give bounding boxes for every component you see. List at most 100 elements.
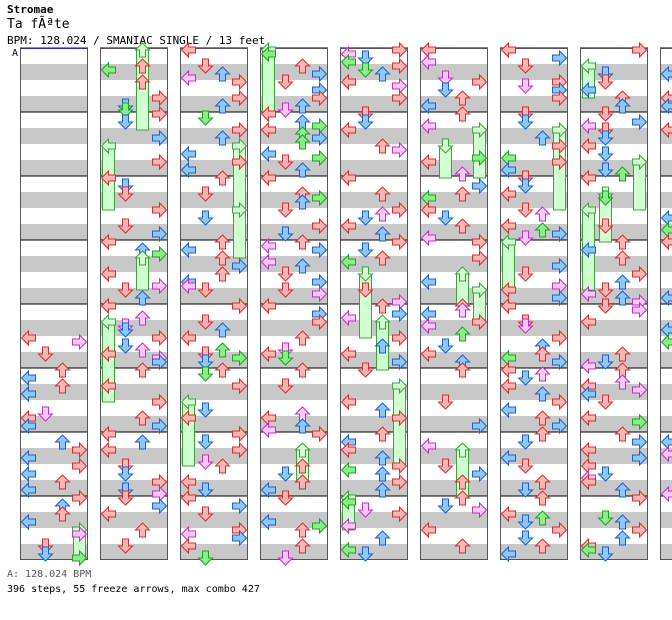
beat-stripe: [180, 448, 248, 464]
beat-stripe: [180, 256, 248, 272]
right-arrow-icon: [472, 73, 488, 91]
up-arrow-icon: [374, 298, 391, 314]
beat-stripe: [500, 544, 568, 560]
right-arrow-icon: [392, 305, 408, 323]
down-arrow-icon: [517, 530, 534, 546]
right-arrow-icon: [312, 149, 328, 167]
right-arrow-icon: [152, 129, 168, 147]
beat-stripe: [20, 384, 88, 400]
up-arrow-icon: [214, 66, 231, 82]
beat-stripe: [500, 480, 568, 496]
right-arrow-icon: [632, 521, 648, 539]
left-arrow-icon: [100, 505, 116, 523]
left-arrow-icon: [340, 461, 356, 479]
footer-stats: 396 steps, 55 freeze arrows, max combo 4…: [7, 584, 260, 595]
beat-stripe: [340, 224, 408, 240]
left-arrow-icon: [420, 201, 436, 219]
down-arrow-icon: [517, 482, 534, 498]
up-arrow-icon: [374, 206, 391, 222]
beat-stripe: [500, 512, 568, 528]
right-arrow-icon: [632, 489, 648, 507]
beat-stripe: [580, 192, 648, 208]
down-arrow-icon: [197, 282, 214, 298]
right-arrow-icon: [472, 465, 488, 483]
right-arrow-icon: [552, 153, 568, 171]
down-arrow-icon: [197, 354, 214, 370]
right-arrow-icon: [312, 517, 328, 535]
right-arrow-icon: [632, 301, 648, 319]
beat-stripe: [100, 128, 168, 144]
left-arrow-icon: [180, 489, 196, 507]
down-arrow-icon: [437, 82, 454, 98]
down-arrow-icon: [117, 538, 134, 554]
beat-stripe: [340, 480, 408, 496]
beat-stripe: [340, 416, 408, 432]
up-arrow-icon: [454, 326, 471, 342]
beat-stripe: [500, 192, 568, 208]
left-arrow-icon: [420, 317, 436, 335]
down-arrow-icon: [197, 434, 214, 450]
down-arrow-icon: [517, 202, 534, 218]
down-arrow-icon: [597, 162, 614, 178]
beat-stripe: [100, 416, 168, 432]
down-arrow-icon: [197, 482, 214, 498]
beat-stripe: [20, 128, 88, 144]
up-arrow-icon: [214, 342, 231, 358]
up-arrow-icon: [374, 186, 391, 202]
down-arrow-icon: [277, 102, 294, 118]
beat-stripe: [260, 96, 328, 112]
down-arrow-icon: [357, 210, 374, 226]
left-arrow-icon: [580, 357, 596, 375]
beat-stripe: [180, 160, 248, 176]
left-arrow-icon: [20, 329, 36, 347]
right-arrow-icon: [392, 329, 408, 347]
beat-stripe: [580, 544, 648, 560]
left-arrow-icon: [500, 505, 516, 523]
left-arrow-icon: [260, 513, 276, 531]
left-arrow-icon: [580, 313, 596, 331]
beat-stripe: [660, 192, 672, 208]
right-arrow-icon: [392, 353, 408, 371]
down-arrow-icon: [37, 406, 54, 422]
left-arrow-icon: [500, 161, 516, 179]
bpm-marker: A: [12, 48, 19, 59]
left-arrow-icon: [580, 385, 596, 403]
up-arrow-icon: [374, 250, 391, 266]
up-arrow-icon: [134, 342, 151, 358]
right-arrow-icon: [392, 201, 408, 219]
right-arrow-icon: [552, 329, 568, 347]
down-arrow-icon: [357, 362, 374, 378]
beat-stripe: [100, 288, 168, 304]
left-arrow-icon: [500, 361, 516, 379]
beat-stripe: [180, 320, 248, 336]
left-arrow-icon: [180, 393, 196, 411]
right-arrow-icon: [312, 129, 328, 147]
right-arrow-icon: [552, 137, 568, 155]
up-arrow-icon: [294, 458, 311, 474]
beat-stripe: [100, 64, 168, 80]
beat-stripe: [500, 160, 568, 176]
beat-stripe: [20, 192, 88, 208]
left-arrow-icon: [340, 53, 356, 71]
left-arrow-icon: [500, 233, 516, 251]
up-arrow-icon: [614, 98, 631, 114]
up-arrow-icon: [534, 510, 551, 526]
left-arrow-icon: [420, 229, 436, 247]
down-arrow-icon: [277, 154, 294, 170]
beat-stripe: [180, 192, 248, 208]
up-arrow-icon: [614, 514, 631, 530]
up-arrow-icon: [614, 346, 631, 362]
beat-stripe: [100, 448, 168, 464]
up-arrow-icon: [294, 58, 311, 74]
beat-stripe: [180, 128, 248, 144]
left-arrow-icon: [180, 329, 196, 347]
left-arrow-icon: [340, 541, 356, 559]
beat-stripe: [20, 64, 88, 80]
up-arrow-icon: [134, 310, 151, 326]
down-arrow-icon: [37, 546, 54, 562]
song-info: BPM: 128.024 / SMANIAC SINGLE / 13 feet: [7, 34, 266, 47]
right-arrow-icon: [312, 285, 328, 303]
down-arrow-icon: [197, 550, 214, 566]
down-arrow-icon: [277, 350, 294, 366]
up-arrow-icon: [374, 138, 391, 154]
